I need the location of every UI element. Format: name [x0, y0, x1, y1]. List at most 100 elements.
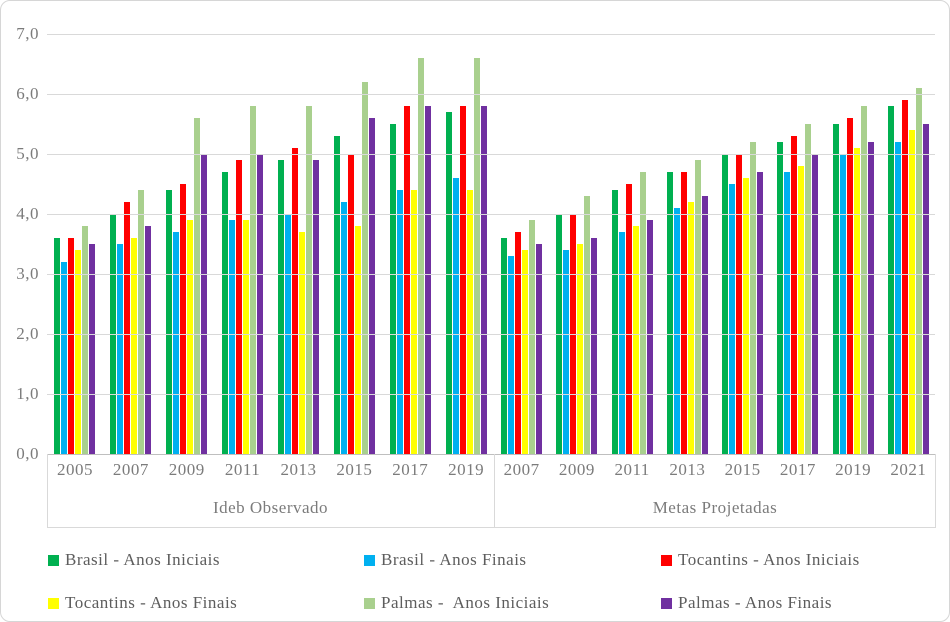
- bar: [89, 244, 96, 454]
- y-tick-label: 5,0: [16, 144, 39, 163]
- bar: [591, 238, 598, 454]
- bar: [508, 256, 515, 454]
- bar: [757, 172, 764, 454]
- bar: [736, 154, 743, 454]
- bar: [563, 250, 570, 454]
- bar: [515, 232, 522, 454]
- legend-item: Tocantins - Anos Finais: [48, 593, 364, 613]
- x-tick-label: 2009: [558, 460, 595, 479]
- legend: Brasil - Anos Iniciais Brasil - Anos Fina…: [48, 550, 936, 613]
- bars-container: [47, 34, 936, 454]
- bar: [54, 238, 61, 454]
- x-tick-label: 2015: [724, 460, 761, 479]
- x-tick-label: 2021: [890, 460, 927, 479]
- bar: [340, 202, 347, 454]
- x-tick-label: 2013: [669, 460, 706, 479]
- gridline: [47, 334, 935, 335]
- year-label-group: 2007 2009 2011 2013 2015 2017 2019 2021: [494, 460, 936, 480]
- bar: [75, 250, 82, 454]
- bar: [853, 148, 860, 454]
- bar: [860, 106, 867, 454]
- gridline: [47, 394, 935, 395]
- bar: [625, 184, 632, 454]
- bar: [791, 136, 798, 454]
- bar: [536, 244, 543, 454]
- legend-item: Brasil - Anos Finais: [364, 550, 661, 570]
- bar: [922, 124, 929, 454]
- bar: [82, 226, 89, 454]
- bar: [729, 184, 736, 454]
- bar: [138, 190, 145, 454]
- legend-label: Brasil - Anos Iniciais: [65, 550, 221, 569]
- x-tick-label: 2019: [835, 460, 872, 479]
- bar: [354, 226, 361, 454]
- bar: [361, 82, 368, 454]
- gridline: [47, 34, 935, 35]
- bar: [201, 154, 208, 454]
- bar: [312, 160, 319, 454]
- group-label: Metas Projetadas: [652, 498, 778, 517]
- bar: [333, 136, 340, 454]
- bar: [445, 112, 452, 454]
- year-slot: [605, 34, 660, 454]
- bar: [680, 172, 687, 454]
- bar: [459, 106, 466, 454]
- bar: [798, 166, 805, 454]
- bar: [305, 106, 312, 454]
- x-tick-label: 2017: [779, 460, 816, 479]
- y-tick-label: 2,0: [16, 324, 39, 343]
- bar: [194, 118, 201, 454]
- bar: [466, 190, 473, 454]
- bar: [639, 172, 646, 454]
- bar: [452, 178, 459, 454]
- plot-area: [47, 34, 935, 454]
- bar: [908, 130, 915, 454]
- bar: [777, 142, 784, 454]
- legend-label: Tocantins - Anos Iniciais: [678, 550, 860, 569]
- bar: [839, 154, 846, 454]
- y-tick-label: 4,0: [16, 204, 39, 223]
- legend-label: Tocantins - Anos Finais: [65, 593, 238, 612]
- legend-label: Palmas - Anos Iniciais: [381, 593, 550, 612]
- year-slot: [47, 34, 103, 454]
- bar: [347, 154, 354, 454]
- bar: [846, 118, 853, 454]
- y-tick-label: 3,0: [16, 264, 39, 283]
- bar: [424, 106, 431, 454]
- bar: [673, 208, 680, 454]
- bar-group: [47, 34, 494, 454]
- legend-swatch: [364, 554, 375, 566]
- gridline: [47, 274, 935, 275]
- bar: [291, 148, 298, 454]
- legend-swatch: [661, 597, 672, 609]
- bar: [666, 172, 673, 454]
- bar: [124, 202, 131, 454]
- category-divider-right: [935, 454, 936, 527]
- legend-swatch: [48, 597, 59, 609]
- bar: [577, 244, 584, 454]
- x-tick-label: 2019: [448, 460, 485, 479]
- bar: [166, 190, 173, 454]
- bar: [632, 226, 639, 454]
- bar: [901, 100, 908, 454]
- bar: [867, 142, 874, 454]
- bar: [812, 154, 819, 454]
- year-slot: [271, 34, 327, 454]
- x-tick-label: 2007: [112, 460, 149, 479]
- bar: [396, 190, 403, 454]
- bar: [250, 106, 257, 454]
- y-tick-label: 0,0: [16, 444, 39, 463]
- y-tick-label: 1,0: [16, 384, 39, 403]
- x-tick-label: 2017: [392, 460, 429, 479]
- bar: [117, 244, 124, 454]
- bar: [480, 106, 487, 454]
- bar: [131, 238, 138, 454]
- bar: [687, 202, 694, 454]
- year-slot: [770, 34, 825, 454]
- category-divider-middle: [494, 454, 495, 527]
- bar: [887, 106, 894, 454]
- bar: [180, 184, 187, 454]
- bar-group: [494, 34, 936, 454]
- year-slot: [326, 34, 382, 454]
- legend-item: Palmas - Anos Iniciais: [364, 593, 661, 613]
